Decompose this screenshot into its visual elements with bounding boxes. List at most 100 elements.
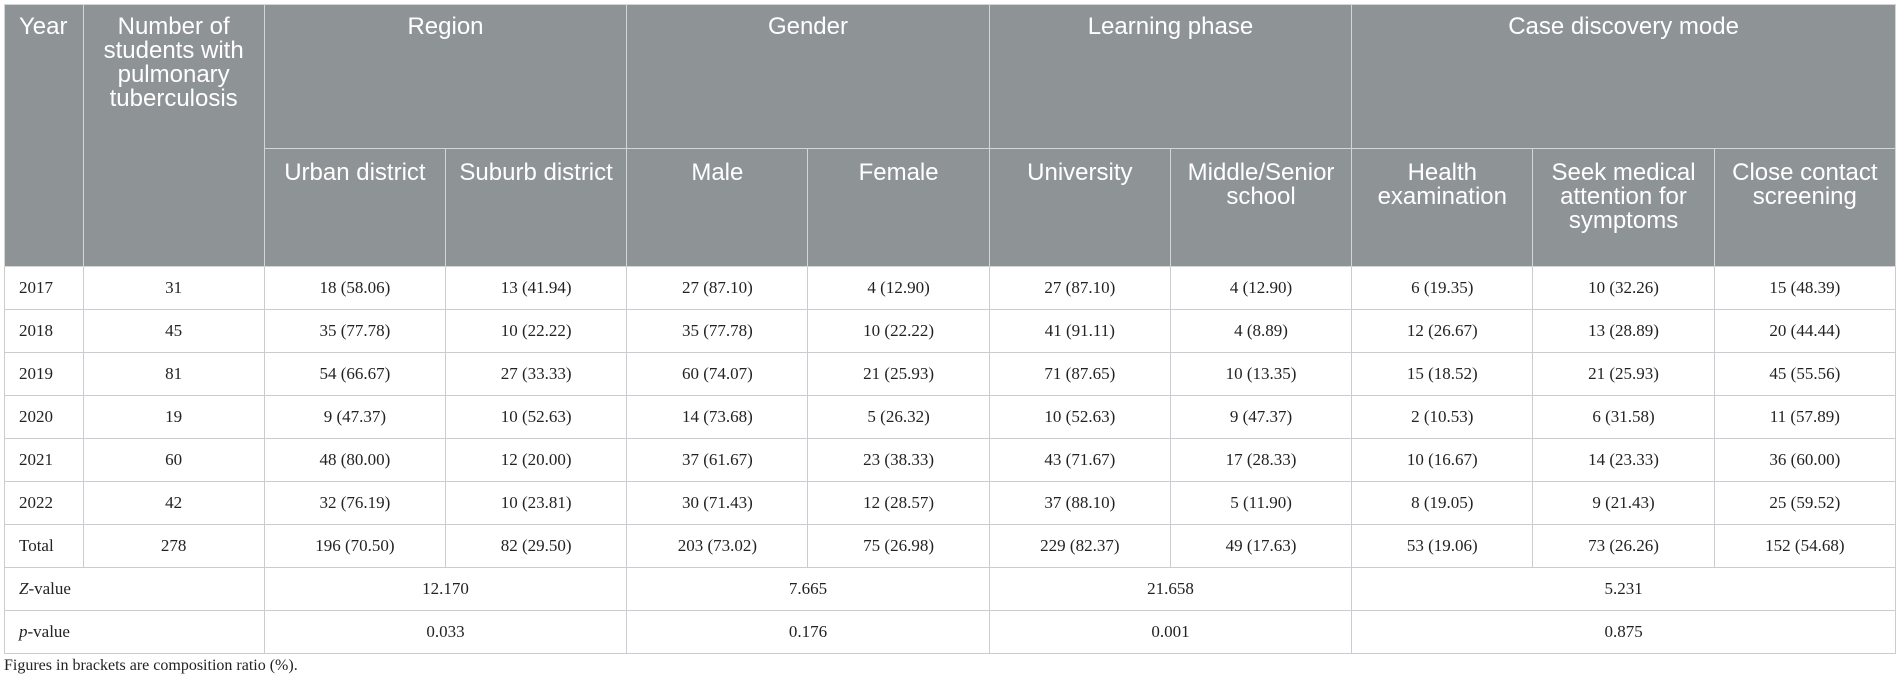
table-row: 2020 19 9 (47.37) 10 (52.63) 14 (73.68) … <box>4 395 1897 439</box>
table-footnote: Figures in brackets are composition rati… <box>4 657 298 674</box>
table-cell: 2 (10.53) <box>1351 395 1534 439</box>
year-cell: 2017 <box>4 266 84 310</box>
university-header: University <box>988 148 1171 267</box>
year-cell: 2022 <box>4 481 84 525</box>
table-cell: 12 (28.57) <box>807 481 990 525</box>
total-row: Total 278 196 (70.50) 82 (29.50) 203 (73… <box>4 524 1897 568</box>
table-row: 2022 42 32 (76.19) 10 (23.81) 30 (71.43)… <box>4 481 1897 525</box>
table-row: 2021 60 48 (80.00) 12 (20.00) 37 (61.67)… <box>4 438 1897 482</box>
table-cell: 60 (74.07) <box>626 352 809 396</box>
table-cell: 203 (73.02) <box>626 524 809 568</box>
table-cell: 9 (21.43) <box>1532 481 1715 525</box>
table-cell: 45 (55.56) <box>1713 352 1897 396</box>
seek-medical-attention-header: Seek medical attention for symptoms <box>1532 148 1715 267</box>
table-cell: 10 (16.67) <box>1351 438 1534 482</box>
stat-cell: 0.176 <box>626 610 990 654</box>
female-header: Female <box>807 148 990 267</box>
table-cell: 4 (8.89) <box>1169 309 1353 353</box>
stat-cell: 0.875 <box>1351 610 1896 654</box>
count-cell: 42 <box>82 481 265 525</box>
table-cell: 9 (47.37) <box>263 395 447 439</box>
table-cell: 27 (33.33) <box>444 352 628 396</box>
table-row: 2018 45 35 (77.78) 10 (22.22) 35 (77.78)… <box>4 309 1897 353</box>
region-header: Region <box>263 4 628 149</box>
table-cell: 13 (41.94) <box>444 266 628 310</box>
table-cell: 18 (58.06) <box>263 266 447 310</box>
case-discovery-mode-header: Case discovery mode <box>1351 4 1896 149</box>
table-cell: 32 (76.19) <box>263 481 447 525</box>
table-cell: 4 (12.90) <box>807 266 990 310</box>
table-cell: 10 (52.63) <box>988 395 1171 439</box>
table-cell: 73 (26.26) <box>1532 524 1715 568</box>
table-cell: 14 (73.68) <box>626 395 809 439</box>
table-cell: 30 (71.43) <box>626 481 809 525</box>
table-cell: 10 (23.81) <box>444 481 628 525</box>
z-label-rest: -value <box>28 579 71 598</box>
students-header: Number of students with pulmonary tuberc… <box>82 4 265 267</box>
table-cell: 15 (18.52) <box>1351 352 1534 396</box>
learning-phase-header: Learning phase <box>988 4 1353 149</box>
table-cell: 71 (87.65) <box>988 352 1171 396</box>
table-cell: 82 (29.50) <box>444 524 628 568</box>
tuberculosis-table: Year Number of students with pulmonary t… <box>4 4 1897 654</box>
table-cell: 21 (25.93) <box>1532 352 1715 396</box>
table-cell: 17 (28.33) <box>1169 438 1353 482</box>
table-cell: 6 (19.35) <box>1351 266 1534 310</box>
count-cell: 60 <box>82 438 265 482</box>
count-cell: 81 <box>82 352 265 396</box>
table-cell: 43 (71.67) <box>988 438 1171 482</box>
table-cell: 10 (22.22) <box>807 309 990 353</box>
table-cell: 53 (19.06) <box>1351 524 1534 568</box>
table-cell: 8 (19.05) <box>1351 481 1534 525</box>
table-body: 2017 31 18 (58.06) 13 (41.94) 27 (87.10)… <box>4 266 1897 654</box>
count-cell: 19 <box>82 395 265 439</box>
table-cell: 37 (61.67) <box>626 438 809 482</box>
p-symbol: p <box>19 622 28 641</box>
table-cell: 37 (88.10) <box>988 481 1171 525</box>
gender-header: Gender <box>626 4 990 149</box>
table-cell: 48 (80.00) <box>263 438 447 482</box>
stat-cell: 21.658 <box>988 567 1353 611</box>
suburb-district-header: Suburb district <box>444 148 628 267</box>
year-cell: 2019 <box>4 352 84 396</box>
table-cell: 10 (32.26) <box>1532 266 1715 310</box>
year-cell: 2018 <box>4 309 84 353</box>
table-cell: 15 (48.39) <box>1713 266 1897 310</box>
table-cell: 10 (52.63) <box>444 395 628 439</box>
table-cell: 229 (82.37) <box>988 524 1171 568</box>
z-value-row: Z-value 12.170 7.665 21.658 5.231 <box>4 567 1896 611</box>
table-cell: 14 (23.33) <box>1532 438 1715 482</box>
table-cell: 9 (47.37) <box>1169 395 1353 439</box>
table-row: 2019 81 54 (66.67) 27 (33.33) 60 (74.07)… <box>4 352 1897 396</box>
table-cell: 75 (26.98) <box>807 524 990 568</box>
z-value-label: Z-value <box>4 567 265 611</box>
table-cell: 21 (25.93) <box>807 352 990 396</box>
stat-cell: 7.665 <box>626 567 990 611</box>
table-cell: 196 (70.50) <box>263 524 447 568</box>
table-row: 2017 31 18 (58.06) 13 (41.94) 27 (87.10)… <box>4 266 1897 310</box>
year-cell: 2020 <box>4 395 84 439</box>
health-examination-header: Health examination <box>1351 148 1534 267</box>
p-label-rest: -value <box>27 622 70 641</box>
table-cell: 41 (91.11) <box>988 309 1171 353</box>
table-cell: 23 (38.33) <box>807 438 990 482</box>
table-cell: 10 (22.22) <box>444 309 628 353</box>
table-cell: 27 (87.10) <box>988 266 1171 310</box>
table-cell: 4 (12.90) <box>1169 266 1353 310</box>
table-cell: 5 (26.32) <box>807 395 990 439</box>
year-cell: 2021 <box>4 438 84 482</box>
p-value-row: p-value 0.033 0.176 0.001 0.875 <box>4 610 1896 654</box>
count-cell: 45 <box>82 309 265 353</box>
p-value-label: p-value <box>4 610 265 654</box>
table-cell: 35 (77.78) <box>626 309 809 353</box>
table-cell: 12 (26.67) <box>1351 309 1534 353</box>
table-cell: 6 (31.58) <box>1532 395 1715 439</box>
table-cell: 11 (57.89) <box>1713 395 1897 439</box>
z-symbol: Z <box>19 579 29 598</box>
middle-senior-school-header: Middle/Senior school <box>1169 148 1353 267</box>
table-cell: 25 (59.52) <box>1713 481 1897 525</box>
table-cell: 36 (60.00) <box>1713 438 1897 482</box>
table-cell: 35 (77.78) <box>263 309 447 353</box>
table-cell: 20 (44.44) <box>1713 309 1897 353</box>
stat-cell: 0.033 <box>263 610 628 654</box>
